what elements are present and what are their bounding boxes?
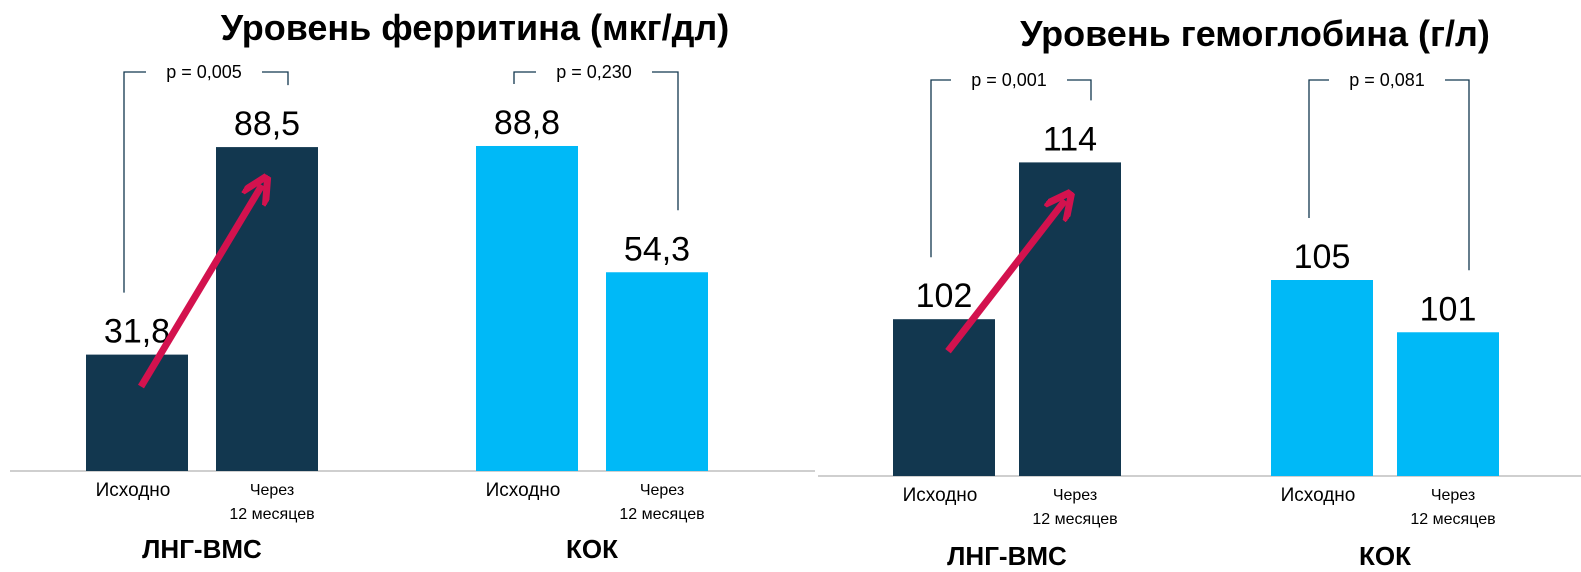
category-label: Через 12 месяцев xyxy=(619,482,704,523)
group-label: КОК xyxy=(566,534,618,564)
p-bracket xyxy=(1445,79,1470,271)
category-line: 12 месяцев xyxy=(229,506,314,523)
value-label: 101 xyxy=(1420,290,1477,328)
category-line: 12 месяцев xyxy=(1410,511,1495,528)
category-label: Исходно xyxy=(1281,485,1356,506)
group-label: ЛНГ-ВМС xyxy=(947,541,1067,571)
chart-title: Уровень ферритина (мкг/дл) xyxy=(221,7,730,48)
value-label: 88,8 xyxy=(494,104,560,142)
bar xyxy=(893,319,995,476)
value-label: 102 xyxy=(916,277,973,315)
chart-title: Уровень гемоглобина (г/л) xyxy=(1020,13,1490,54)
p-value: p = 0,005 xyxy=(166,62,242,82)
value-label: 105 xyxy=(1294,238,1351,276)
bar xyxy=(476,145,578,471)
category-label: Исходно xyxy=(96,480,171,501)
category-line: Через xyxy=(1431,487,1475,504)
group-label: КОК xyxy=(1359,541,1411,571)
bar xyxy=(216,147,318,471)
category-label: Через 12 месяцев xyxy=(1410,487,1495,528)
group-label: ЛНГ-ВМС xyxy=(142,534,262,564)
category-line: Через xyxy=(1053,487,1097,504)
value-label: 54,3 xyxy=(624,230,690,268)
p-bracket xyxy=(123,71,146,293)
value-label: 31,8 xyxy=(104,313,170,351)
category-line: Через xyxy=(640,482,684,499)
category-label: Через 12 месяцев xyxy=(1032,487,1117,528)
p-value: p = 0,230 xyxy=(556,62,632,82)
category-line: Через xyxy=(250,482,294,499)
trend-arrow xyxy=(945,200,1065,354)
p-bracket xyxy=(652,71,679,211)
value-label: 114 xyxy=(1043,120,1097,158)
bar xyxy=(1271,280,1373,476)
p-bracket xyxy=(930,79,951,258)
category-label: Исходно xyxy=(903,485,978,506)
bar xyxy=(1019,162,1121,476)
category-line: 12 месяцев xyxy=(619,506,704,523)
p-bracket xyxy=(1067,79,1092,101)
p-bracket xyxy=(1308,79,1329,218)
trend-arrow xyxy=(137,185,262,389)
p-bracket xyxy=(262,71,289,86)
category-label: Через 12 месяцев xyxy=(229,482,314,523)
value-label: 88,5 xyxy=(234,105,300,143)
p-bracket xyxy=(513,71,536,84)
p-value: p = 0,001 xyxy=(971,70,1047,90)
category-line: 12 месяцев xyxy=(1032,511,1117,528)
bar xyxy=(606,272,708,471)
category-label: Исходно xyxy=(486,480,561,501)
p-value: p = 0,081 xyxy=(1349,70,1425,90)
bar xyxy=(86,354,188,471)
bar xyxy=(1397,332,1499,476)
